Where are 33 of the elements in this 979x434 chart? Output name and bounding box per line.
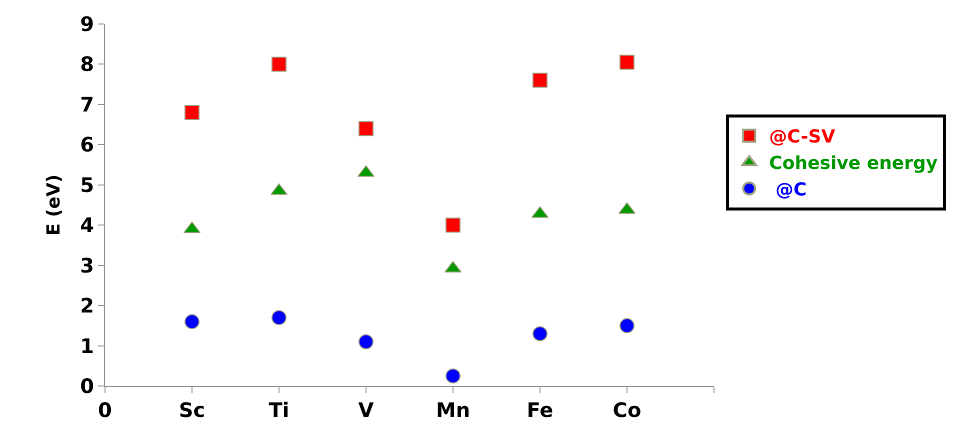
legend-label: @C <box>769 180 807 201</box>
point <box>272 310 286 326</box>
x-tick-label: Sc <box>178 398 206 422</box>
x-tick-label: 0 <box>98 398 112 422</box>
x-tick-label: Co <box>612 398 642 422</box>
x-tick-label: Fe <box>526 398 554 422</box>
point <box>446 368 460 384</box>
point <box>184 314 200 330</box>
point <box>620 54 634 70</box>
y-tick-label: 0 <box>80 374 94 398</box>
point <box>620 318 634 334</box>
point <box>272 56 286 72</box>
y-tick-label: 9 <box>80 12 94 36</box>
y-tick-label: 4 <box>80 213 94 238</box>
legend-label: @C-SV <box>769 126 836 148</box>
x-tick-label: Ti <box>268 398 290 422</box>
point <box>532 72 548 88</box>
x-tick-label: Mn <box>436 398 470 422</box>
y-tick-label: 6 <box>80 132 94 157</box>
y-tick-label: 5 <box>80 172 94 197</box>
y-tick-label: 2 <box>80 294 94 318</box>
legend-label: Cohesive energy <box>769 153 938 174</box>
x-tick-label: V <box>358 398 374 422</box>
point <box>446 218 460 233</box>
point <box>358 334 374 350</box>
y-tick-label: 7 <box>80 92 94 116</box>
point <box>358 121 374 136</box>
point <box>532 326 548 342</box>
y-tick-label: 1 <box>80 334 94 358</box>
y-tick-label: 8 <box>80 52 94 76</box>
point <box>184 104 200 120</box>
y-axis-title: E (eV) <box>43 174 64 236</box>
y-tick-label: 3 <box>80 253 94 278</box>
